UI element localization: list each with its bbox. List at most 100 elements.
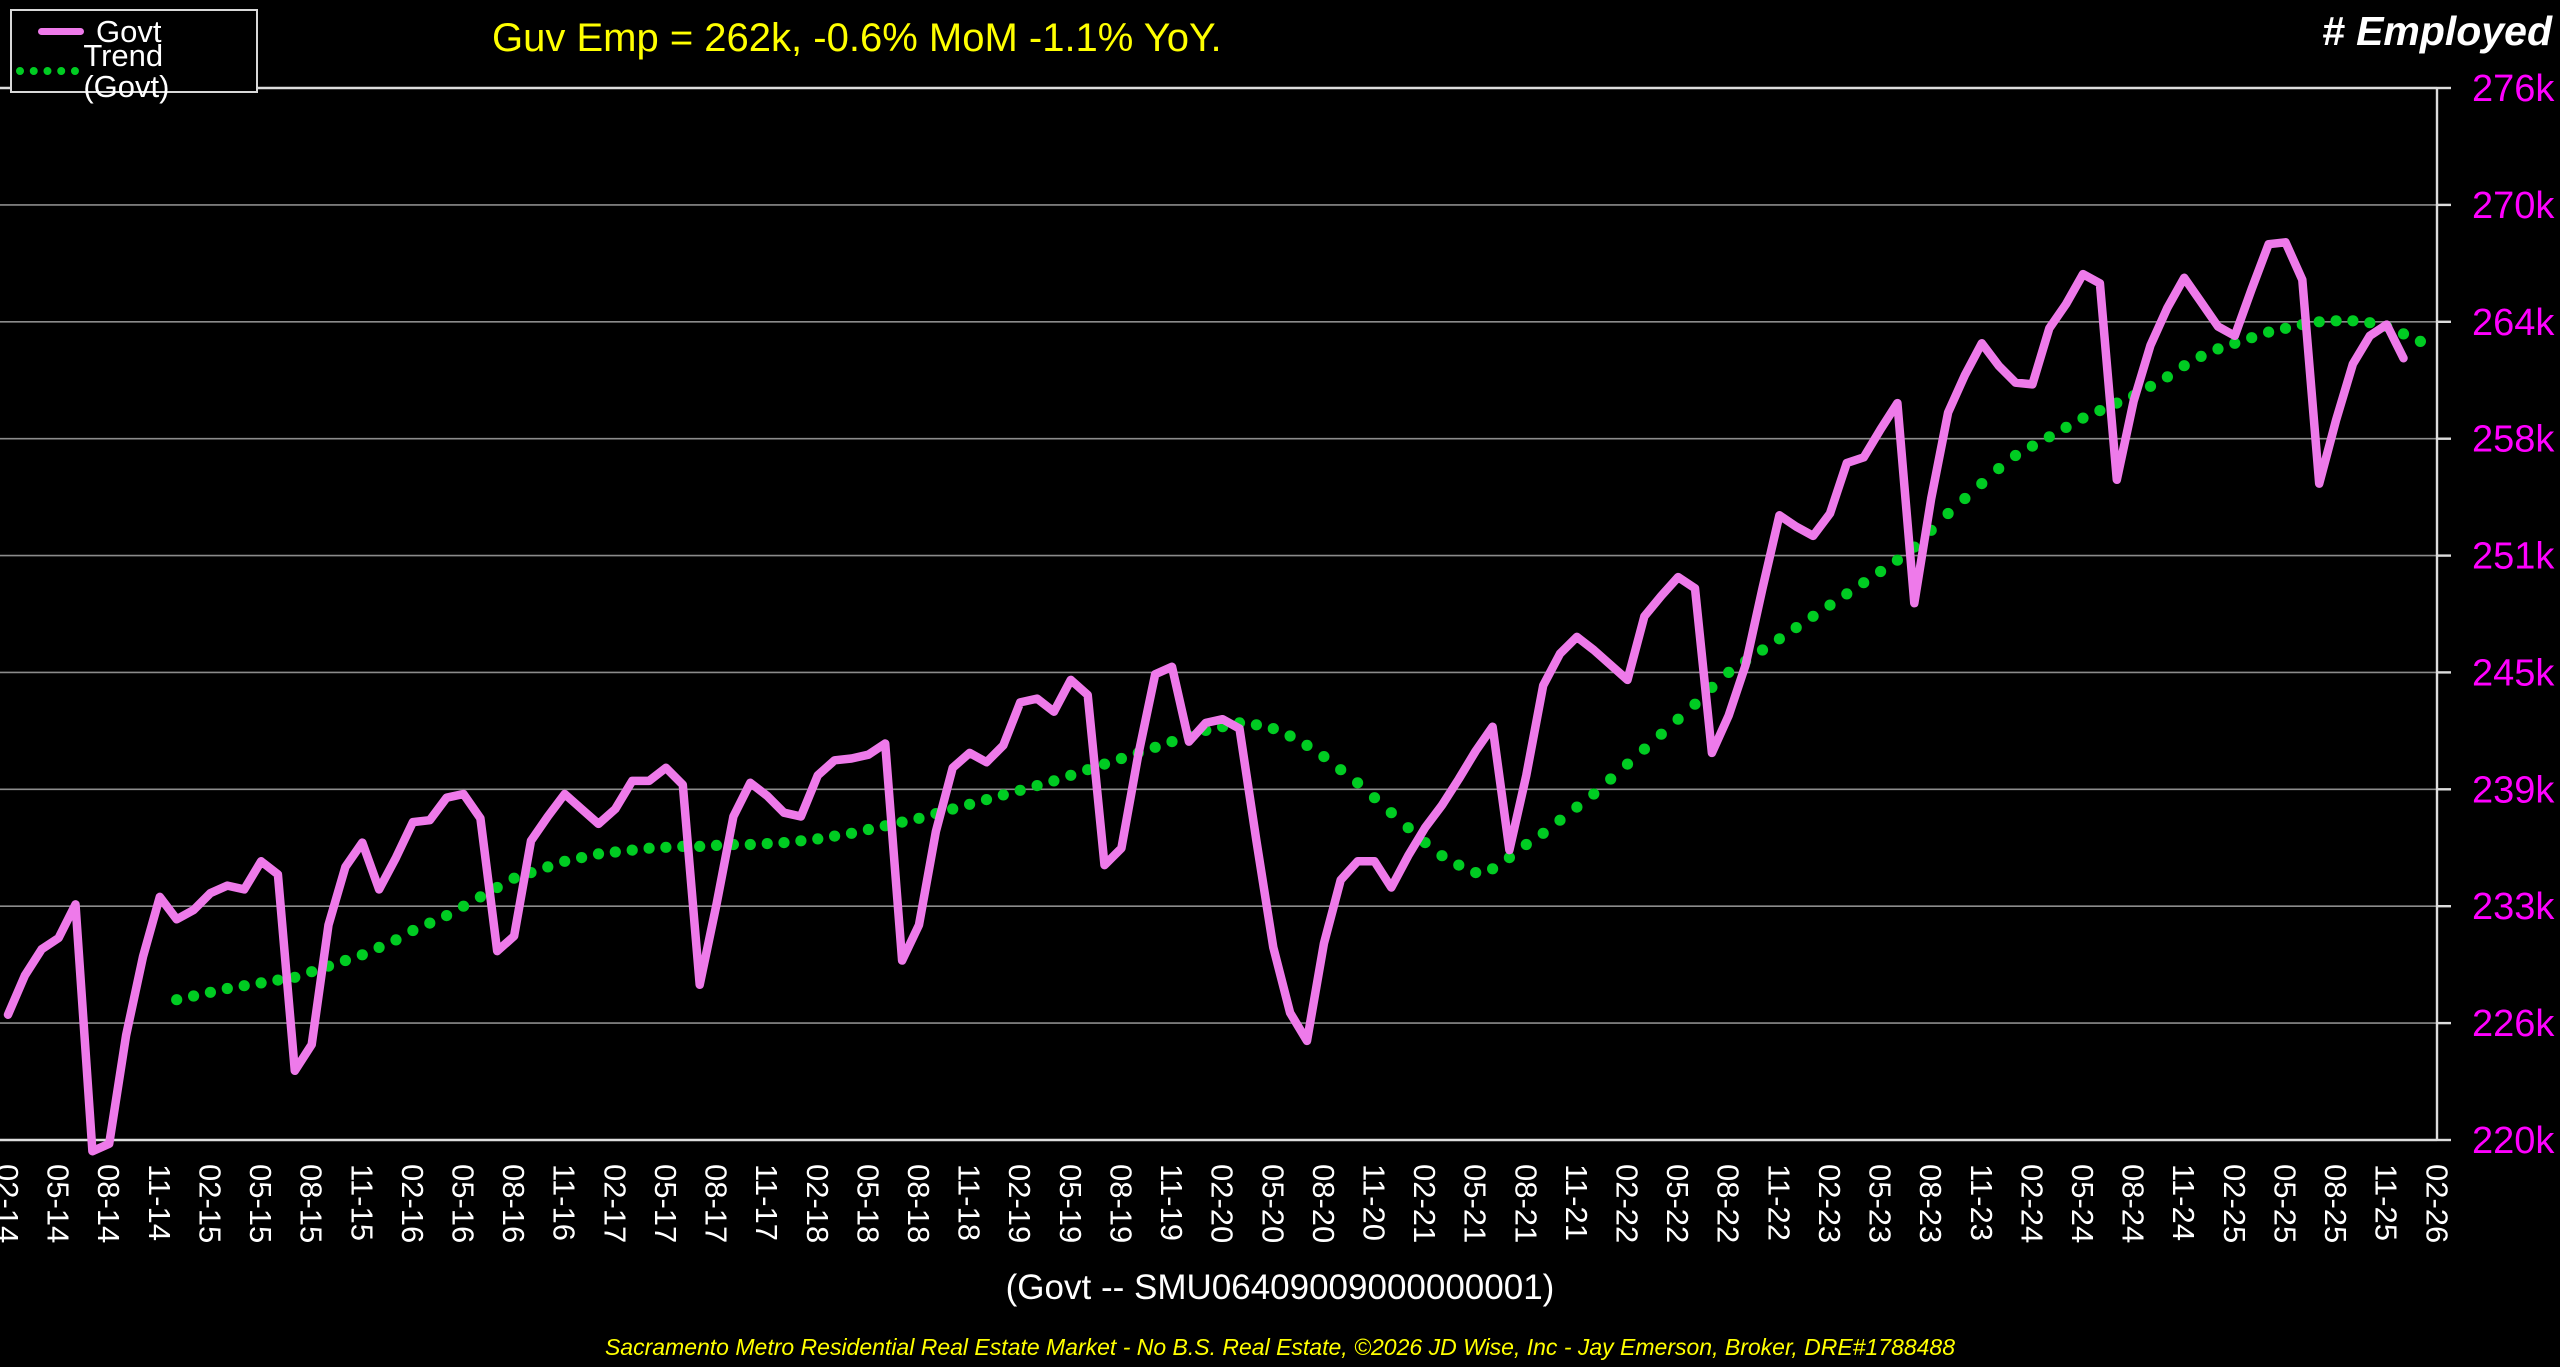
trend-dot bbox=[1993, 463, 2005, 475]
x-tick-label: 11-25 bbox=[2369, 1164, 2404, 1241]
legend-item-govt: Govt bbox=[12, 12, 256, 50]
y-tick-label: 220k bbox=[2472, 1120, 2555, 1162]
x-tick-label: 11-21 bbox=[1559, 1164, 1594, 1241]
legend: Govt Trend (Govt) bbox=[10, 9, 258, 102]
trend-dot bbox=[1605, 773, 1617, 785]
trend-dot bbox=[1335, 764, 1347, 776]
trend-dot bbox=[188, 990, 200, 1002]
trend-dot bbox=[457, 900, 470, 912]
trend-dot bbox=[2212, 343, 2224, 355]
trend-dot bbox=[1115, 752, 1127, 765]
trend-dot bbox=[1284, 730, 1296, 742]
x-tick-label: 11-24 bbox=[2166, 1164, 2201, 1241]
trend-dot bbox=[1554, 814, 1566, 826]
y-tick-label: 226k bbox=[2472, 1003, 2555, 1045]
x-tick-label: 08-18 bbox=[901, 1164, 936, 1243]
trend-dot bbox=[1470, 867, 1482, 879]
trend-dot bbox=[373, 941, 385, 954]
trend-dot bbox=[542, 861, 554, 873]
trend-dot bbox=[272, 974, 284, 986]
trend-dot bbox=[964, 798, 976, 810]
trend-dot bbox=[424, 917, 436, 929]
trend-dot bbox=[1487, 863, 1499, 875]
trend-dot bbox=[896, 816, 908, 828]
legend-item-trend: Trend (Govt) bbox=[12, 40, 256, 102]
trend-dot bbox=[474, 891, 486, 903]
x-tick-label: 11-18 bbox=[952, 1164, 987, 1241]
x-tick-label: 11-20 bbox=[1357, 1164, 1392, 1241]
y-tick-label: 233k bbox=[2472, 886, 2555, 928]
trend-dot bbox=[1098, 758, 1111, 770]
x-tick-label: 08-14 bbox=[91, 1164, 126, 1243]
trend-dot bbox=[1014, 784, 1026, 796]
trend-dot bbox=[407, 924, 419, 937]
y-tick-label: 251k bbox=[2472, 536, 2555, 578]
trend-dots-swatch bbox=[16, 66, 80, 75]
trend-dot bbox=[1621, 758, 1634, 770]
x-tick-label: 05-22 bbox=[1660, 1164, 1695, 1243]
x-tick-label: 08-25 bbox=[2318, 1164, 2353, 1243]
trend-dot bbox=[339, 954, 351, 967]
trend-dot bbox=[761, 838, 773, 850]
x-tick-label: 08-24 bbox=[2116, 1164, 2151, 1243]
x-tick-label: 08-23 bbox=[1913, 1164, 1948, 1243]
x-tick-label: 05-21 bbox=[1458, 1164, 1493, 1243]
trend-dot bbox=[559, 855, 571, 867]
x-tick-label: 05-16 bbox=[446, 1164, 481, 1243]
trend-dot bbox=[626, 844, 638, 856]
trend-dot bbox=[1453, 859, 1465, 871]
trend-dot bbox=[1891, 554, 1903, 566]
trend-dot bbox=[2195, 350, 2207, 362]
trend-dot bbox=[694, 840, 706, 853]
trend-dot bbox=[2347, 315, 2359, 327]
trend-dot bbox=[1065, 769, 1077, 781]
x-tick-label: 02-22 bbox=[1610, 1164, 1645, 1243]
trend-dot bbox=[2077, 412, 2089, 424]
x-tick-label: 02-20 bbox=[1205, 1164, 1240, 1243]
trend-dot bbox=[2414, 335, 2426, 347]
trend-dot bbox=[2178, 360, 2190, 372]
trend-dot bbox=[1250, 719, 1262, 731]
x-tick-label: 02-15 bbox=[192, 1164, 227, 1243]
trend-dot bbox=[1756, 644, 1769, 656]
x-tick-label: 11-19 bbox=[1154, 1164, 1189, 1241]
trend-dot bbox=[1368, 792, 1381, 804]
x-tick-label: 11-15 bbox=[344, 1164, 379, 1241]
trend-dot bbox=[845, 827, 858, 839]
trend-dot bbox=[710, 839, 723, 852]
trend-dot bbox=[576, 852, 588, 864]
legend-label-trend: Trend (Govt) bbox=[83, 37, 170, 104]
x-tick-label: 08-19 bbox=[1103, 1164, 1138, 1243]
x-tick-label: 02-17 bbox=[597, 1164, 632, 1243]
x-tick-label: 02-14 bbox=[0, 1164, 25, 1243]
trend-dot bbox=[1149, 741, 1161, 753]
x-tick-label: 05-14 bbox=[41, 1164, 76, 1243]
trend-dot bbox=[1875, 565, 1887, 578]
trend-dot bbox=[862, 823, 875, 836]
trend-dot bbox=[2330, 315, 2342, 327]
trend-dot bbox=[2313, 316, 2325, 328]
y-tick-label: 239k bbox=[2472, 769, 2555, 811]
trend-dot bbox=[306, 966, 318, 978]
trend-dot bbox=[1048, 775, 1060, 787]
trend-dot bbox=[812, 833, 824, 845]
trend-dot bbox=[2279, 322, 2292, 334]
trend-dot bbox=[1773, 633, 1785, 645]
trend-dot bbox=[1976, 478, 1988, 490]
y-tick-label: 264k bbox=[2472, 302, 2555, 344]
trend-dot bbox=[2009, 449, 2022, 462]
trend-dot bbox=[390, 934, 402, 946]
trend-dot bbox=[255, 977, 267, 989]
attribution-text: Sacramento Metro Residential Real Estate… bbox=[604, 1334, 1956, 1360]
x-tick-label: 02-25 bbox=[2217, 1164, 2252, 1243]
trend-dot bbox=[1807, 610, 1819, 622]
x-tick-label: 11-23 bbox=[1964, 1164, 1999, 1241]
trend-dot bbox=[2246, 332, 2258, 344]
x-tick-label: 02-16 bbox=[395, 1164, 430, 1243]
trend-dot bbox=[2144, 380, 2157, 392]
trend-dot bbox=[1537, 827, 1549, 839]
x-tick-label: 05-18 bbox=[850, 1164, 885, 1243]
x-tick-label: 02-23 bbox=[1812, 1164, 1847, 1243]
trend-dot bbox=[1942, 507, 1954, 520]
